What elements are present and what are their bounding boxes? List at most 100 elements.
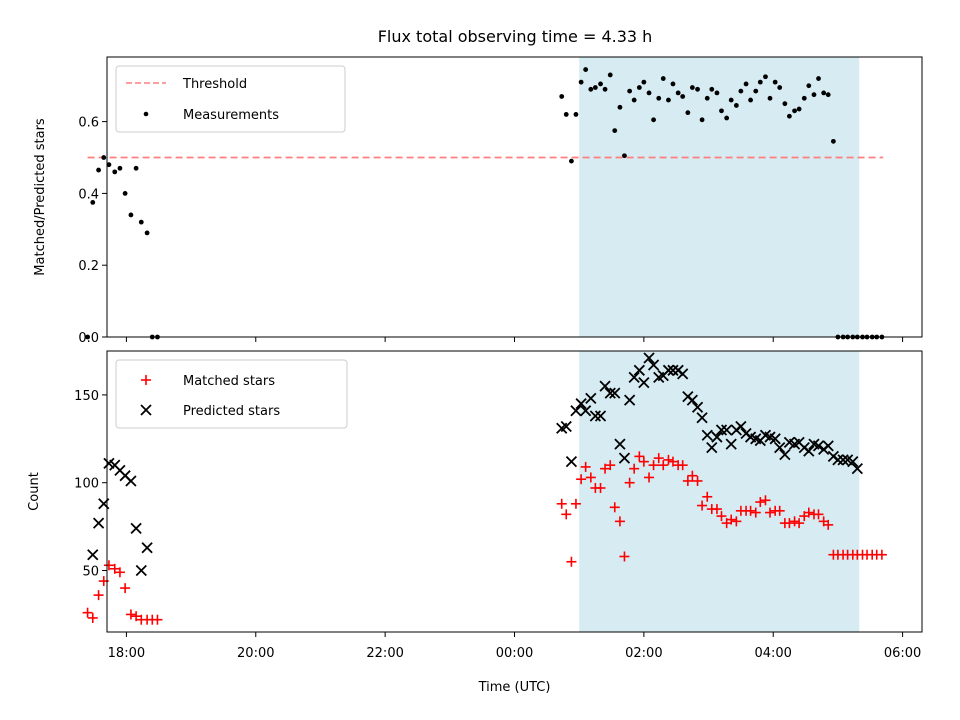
matched-point [653, 453, 664, 464]
measurement-point [569, 158, 574, 164]
measurement-point [117, 165, 123, 171]
predicted-point [696, 412, 708, 424]
predicted-point [575, 398, 587, 410]
matched-point [789, 516, 800, 527]
count-legend: Matched stars Predicted stars [115, 359, 348, 429]
measurement-point [612, 128, 618, 133]
matched-point [687, 470, 698, 481]
matched-point [764, 507, 775, 518]
matched-point [760, 495, 771, 506]
matched-point [614, 516, 625, 527]
measurement-point [806, 83, 812, 89]
predicted-point [691, 401, 704, 413]
legend-threshold-label: Threshold [182, 77, 247, 92]
measurement-point [724, 115, 730, 121]
measurement-point [699, 117, 705, 123]
measurement-point [811, 92, 817, 98]
matched-point [682, 475, 693, 486]
count-panel: 50 100 150 18:00 20:00 22:00 00:00 02:00 04:00 0… [27, 350, 923, 695]
legend-predicted-label: Predicted stars [183, 404, 280, 419]
measurement-point [748, 97, 753, 103]
measurement-point [646, 90, 652, 96]
measurement-point [559, 94, 565, 99]
predicted-point [832, 454, 844, 466]
ratio-panel: 0.0 0.2 0.4 0.6 Matched/Predicted stars Thr… [33, 56, 923, 346]
matched-point [876, 549, 887, 560]
matched-point [667, 456, 678, 467]
ratio-legend-box [115, 65, 346, 133]
legend-matched-label: Matched stars [183, 374, 275, 389]
x-tick-label: 04:00 [754, 646, 791, 661]
matched-point [813, 509, 824, 520]
measurement-point [680, 94, 686, 99]
matched-point [784, 518, 795, 529]
legend-predicted-swatch [140, 404, 152, 416]
predicted-point [633, 364, 645, 376]
matched-point [114, 567, 125, 578]
measurement-point [106, 162, 112, 168]
measurement-point [685, 110, 691, 116]
measurement-point [728, 97, 734, 103]
predicted-point [141, 542, 153, 554]
y-tick-label: 50 [82, 565, 99, 580]
ratio-y-axis: 0.0 0.2 0.4 0.6 [78, 116, 107, 346]
count-x-axis: 18:00 20:00 22:00 00:00 02:00 04:00 06:00 [108, 632, 921, 661]
predicted-point [609, 387, 621, 399]
measurement-point [801, 95, 807, 101]
measurement-point [792, 108, 797, 114]
measurement-point [617, 104, 623, 110]
measurement-point [144, 230, 150, 236]
predicted-point [570, 405, 582, 417]
measurement-point [578, 79, 584, 85]
measurement-point [709, 86, 715, 92]
matched-point [152, 614, 163, 625]
predicted-point [711, 431, 723, 443]
predicted-point [594, 410, 607, 422]
measurement-point [563, 112, 569, 117]
count-marks [82, 352, 887, 625]
measurement-point [787, 113, 792, 119]
predicted-point [638, 376, 650, 389]
matched-point [103, 560, 114, 571]
predicted-point [725, 438, 737, 450]
legend-cross-mark [140, 404, 152, 416]
predicted-point [125, 475, 137, 487]
predicted-point [643, 352, 655, 364]
measurement-point [660, 76, 666, 81]
matched-point [580, 461, 591, 472]
predicted-point [715, 424, 728, 436]
matched-point [109, 563, 120, 574]
predicted-point [614, 438, 626, 450]
predicted-point [623, 394, 636, 406]
measurement-point [733, 103, 739, 108]
measurement-point [573, 112, 579, 117]
matched-point [585, 472, 596, 483]
legend-plus-mark [141, 375, 151, 385]
measurement-point [622, 153, 627, 159]
matched-point [634, 451, 645, 462]
y-tick-label: 0.2 [78, 259, 99, 274]
measurement-point [138, 219, 144, 225]
measurement-point [743, 81, 749, 87]
x-tick-label: 06:00 [884, 646, 921, 661]
observing-window-shade [579, 351, 860, 632]
measurement-point [675, 90, 681, 96]
matched-point [755, 497, 766, 508]
predicted-point [565, 456, 578, 468]
x-tick-label: 00:00 [496, 646, 533, 661]
matched-point [726, 514, 737, 525]
measurement-point [112, 169, 118, 175]
predicted-point [812, 440, 825, 452]
matched-point [750, 507, 761, 518]
matched-point [93, 590, 104, 601]
predicted-point [837, 454, 849, 466]
predicted-point [851, 463, 863, 475]
predicted-point [580, 405, 592, 417]
matched-point [774, 505, 785, 516]
chart-title: Flux total observing time = 4.33 h [378, 27, 653, 46]
predicted-point [701, 429, 713, 441]
measurement-point [602, 86, 608, 92]
measurement-point [96, 167, 101, 173]
predicted-point [618, 452, 631, 464]
x-tick-label: 22:00 [366, 646, 403, 661]
